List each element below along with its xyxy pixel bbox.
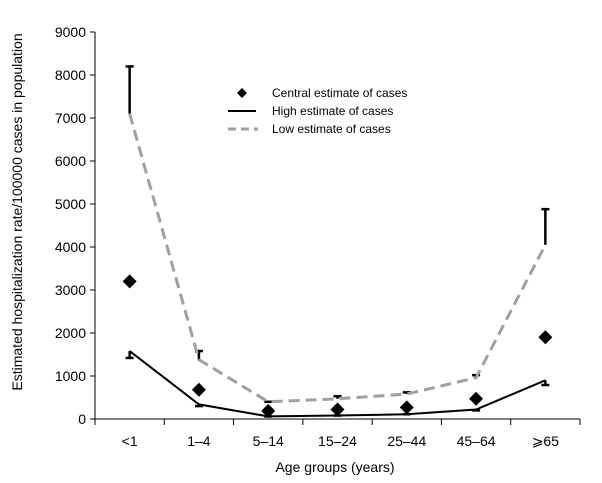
axes: 0 1000 2000 3000 4000 5000 6000 7000 8000 9000 <1 1… [55, 24, 581, 449]
series [122, 65, 553, 418]
x-tick-label: ⩾65 [532, 433, 560, 449]
y-axis-title: Estimated hospitalization rate/100000 ca… [9, 33, 25, 390]
central-estimate-point [261, 403, 276, 418]
low-estimate-line [128, 113, 547, 404]
legend: Central estimate of cases High estimate o… [228, 86, 407, 136]
central-estimate-point [538, 330, 553, 345]
x-tick-label: 25–44 [387, 433, 426, 449]
y-tick-label: 9000 [55, 24, 86, 40]
central-estimate-point [399, 400, 414, 415]
x-tick-label: 45–64 [457, 433, 496, 449]
legend-label: Central estimate of cases [272, 86, 407, 100]
central-estimate-point [122, 274, 137, 289]
y-tick-label: 0 [78, 411, 86, 427]
y-tick-label: 7000 [55, 110, 86, 126]
x-tick-label: <1 [122, 433, 138, 449]
y-tick-label: 5000 [55, 196, 86, 212]
x-tick-label: 15–24 [318, 433, 357, 449]
legend-label: High estimate of cases [272, 104, 393, 118]
central-estimate-point [469, 391, 484, 406]
legend-marker-central [237, 88, 247, 98]
central-estimate-point [191, 382, 206, 397]
y-tick-label: 3000 [55, 282, 86, 298]
y-tick-label: 2000 [55, 325, 86, 341]
x-tick-label: 1–4 [187, 433, 211, 449]
y-tick-label: 1000 [55, 368, 86, 384]
y-tick-label: 4000 [55, 239, 86, 255]
y-tick-label: 6000 [55, 153, 86, 169]
central-estimate-point [330, 402, 345, 417]
x-axis-title: Age groups (years) [275, 459, 394, 475]
x-tick-label: 5–14 [253, 433, 284, 449]
legend-label: Low estimate of cases [272, 122, 391, 136]
y-tick-label: 8000 [55, 67, 86, 83]
